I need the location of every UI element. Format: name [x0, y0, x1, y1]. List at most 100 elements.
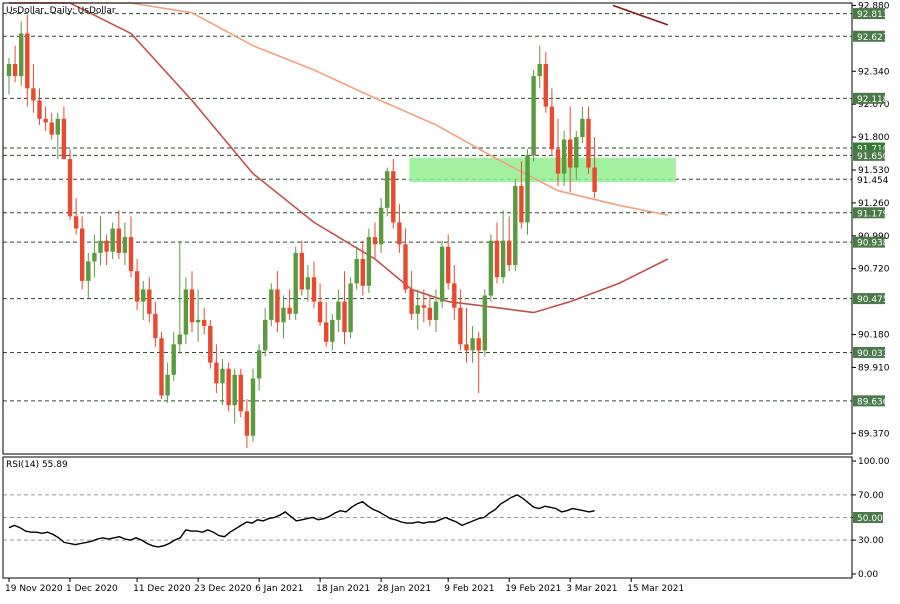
candle [427, 295, 433, 327]
candle-body [397, 222, 402, 245]
candle-body [458, 307, 463, 345]
candle-body [537, 63, 542, 77]
candle [317, 283, 323, 327]
rsi-tick-label: 0.00 [858, 570, 878, 580]
candle [561, 130, 567, 186]
candle [275, 271, 280, 333]
candle-body [159, 338, 164, 396]
candle [348, 277, 353, 339]
candle [385, 167, 390, 217]
candle [287, 289, 292, 320]
candle [568, 106, 573, 192]
candle-body [256, 350, 262, 379]
candle [299, 240, 304, 296]
candle-body [311, 277, 317, 302]
rsi-pane-frame [2, 456, 853, 579]
candle [372, 222, 378, 259]
level-badge-bg [853, 395, 885, 407]
level-badge-bg [853, 8, 885, 20]
candle-body [177, 334, 182, 345]
candle-body [421, 305, 426, 308]
level-badge: 90.033 [853, 346, 889, 359]
candle [458, 289, 463, 351]
candle-body [592, 167, 597, 192]
candle [171, 332, 176, 381]
level-badge-label: 92.118 [857, 95, 889, 105]
price-axis: 92.880 92.340 92.070 91.800 91.530 91.260 90.9… [852, 1, 890, 439]
candle-body [128, 237, 134, 272]
candle [238, 368, 243, 418]
candle [250, 368, 256, 442]
candle [165, 362, 170, 403]
candle [549, 88, 555, 156]
candle-body [299, 252, 304, 290]
candle [500, 210, 506, 284]
candle-body [433, 301, 439, 320]
price-tick-label: 90.180 [858, 331, 890, 341]
level-badge: 92.813 [853, 8, 889, 20]
candle-body [171, 344, 176, 375]
level-badge-bg [853, 173, 885, 185]
candle-body [202, 319, 207, 327]
rsi-badge-bg [853, 512, 883, 523]
candle [110, 222, 115, 259]
candle-body [37, 100, 42, 119]
candle-body [214, 362, 219, 384]
candle-body [372, 237, 378, 245]
candle [580, 106, 585, 144]
level-badge: 91.710 [853, 142, 889, 155]
candle [116, 210, 121, 259]
candle-body [574, 137, 579, 168]
time-tick-label: 19 Feb 2021 [505, 584, 561, 594]
candle-body [116, 228, 121, 253]
level-badge-label: 90.033 [857, 349, 889, 359]
candle-body [67, 159, 73, 217]
candle-body [98, 240, 103, 253]
candle [49, 112, 54, 140]
candle-body [561, 139, 567, 174]
candle [67, 149, 73, 220]
level-badge-bg [853, 346, 885, 358]
candle-body [269, 289, 274, 320]
chart-title: UsDollar, Daily: UsDollar [6, 6, 116, 16]
rsi-line [8, 494, 595, 548]
rsi-axis: 100.00 70.00 50.00 30.00 0.00 [852, 457, 890, 580]
candle-body [391, 171, 396, 223]
candle [37, 88, 42, 125]
level-badge-bg [853, 30, 885, 42]
candle [73, 198, 79, 235]
level-badge-label: 92.627 [857, 33, 889, 43]
candle-body [555, 149, 561, 174]
candle-body [49, 122, 54, 135]
candle-body [220, 368, 225, 384]
candle [244, 399, 250, 448]
rsi-tick-label: 30.00 [858, 536, 884, 546]
candle-body [403, 244, 408, 290]
candle [189, 271, 195, 333]
candle-body [195, 319, 201, 323]
level-badge-bg [853, 149, 885, 161]
candle [122, 222, 128, 266]
candle [195, 289, 201, 342]
candle [537, 45, 542, 89]
candle-body [165, 374, 170, 396]
time-tick-label: 15 Mar 2021 [627, 584, 684, 594]
candle [513, 179, 518, 272]
level-badge: 91.650 [853, 149, 889, 162]
candle-body [122, 237, 128, 253]
level-badge: 92.627 [853, 30, 889, 43]
candle-body [104, 240, 109, 252]
candle-body [55, 118, 60, 135]
candle [12, 45, 18, 83]
candle-body [19, 33, 24, 77]
support-zone [409, 157, 676, 183]
candle-body [92, 252, 97, 262]
rsi-badge: 50.00 [853, 512, 883, 524]
candle [31, 63, 36, 113]
candle [470, 326, 475, 363]
price-tick-label: 91.260 [858, 199, 890, 209]
candle [324, 301, 329, 347]
candle-body [317, 301, 323, 323]
candle [281, 295, 286, 339]
candle [555, 118, 561, 186]
